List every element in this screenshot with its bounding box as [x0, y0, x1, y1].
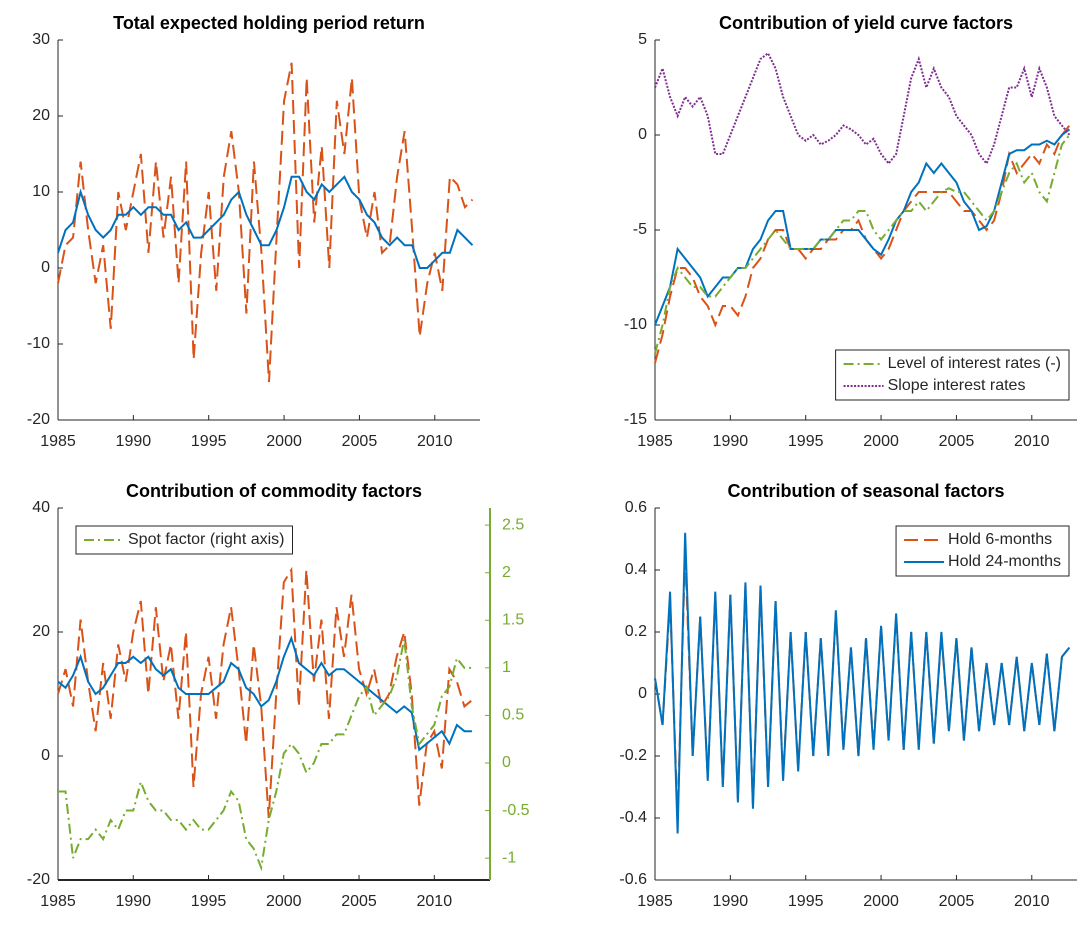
x-tick-label: 1990 [116, 433, 152, 450]
x-tick-label: 2005 [939, 893, 975, 910]
legend: Hold 6-months Hold 24-months [895, 525, 1070, 577]
y-tick-label: -10 [624, 316, 647, 333]
panel: Contribution of commodity factors-200204… [27, 481, 530, 910]
panel: Contribution of seasonal factors -0.6 -0.4… [619, 481, 1077, 910]
y-tick-label: 40 [32, 499, 50, 516]
x-tick-label: 2000 [266, 893, 302, 910]
x-tick-label: 1995 [191, 433, 227, 450]
panel: Contribution of yield curve factors -15 -1… [624, 13, 1077, 450]
legend-label: Level of interest rates (-) [888, 355, 1061, 372]
x-tick-label: 1995 [788, 893, 824, 910]
x-tick-label: 1985 [40, 893, 76, 910]
y-tick-label: -0.4 [619, 809, 647, 826]
y-tick-label: 10 [32, 183, 50, 200]
x-tick-label: 1985 [637, 893, 673, 910]
chart-title: Total expected holding period return [113, 13, 425, 33]
x-tick-label: 2005 [341, 893, 377, 910]
legend-label: Hold 6-months [948, 531, 1052, 548]
legend-label: Hold 24-months [948, 553, 1061, 570]
y-tick-label: -20 [27, 871, 50, 888]
x-tick-label: 1990 [713, 893, 749, 910]
legend-box [895, 525, 1070, 577]
legend: Spot factor (right axis) [75, 525, 293, 555]
x-tick-label: 1985 [637, 433, 673, 450]
y-tick-label: 20 [32, 107, 50, 124]
y2-tick-label: 2 [502, 564, 511, 581]
x-tick-label: 2000 [863, 433, 899, 450]
y-tick-label: 0.4 [625, 561, 647, 578]
y-tick-label: -0.6 [619, 871, 647, 888]
y-tick-label: 0 [638, 685, 647, 702]
legend-label: Slope interest rates [888, 377, 1026, 394]
series-line [654, 532, 1071, 834]
legend-label: Spot factor (right axis) [128, 531, 285, 548]
x-tick-label: 1995 [191, 893, 227, 910]
y-tick-label: -20 [27, 411, 50, 428]
y-tick-label: 30 [32, 31, 50, 48]
y-tick-label: 0.2 [625, 623, 647, 640]
x-tick-label: 1990 [115, 893, 151, 910]
series-line [57, 566, 473, 819]
y-tick-label: -5 [633, 221, 647, 238]
series-line [654, 51, 1071, 166]
x-tick-label: 2010 [1014, 433, 1050, 450]
y-tick-label: 0 [638, 126, 647, 143]
y-tick-label: -0.2 [619, 747, 647, 764]
y-tick-label: 20 [32, 623, 50, 640]
series-line [654, 134, 1071, 354]
panel: Total expected holding period return -20 -… [27, 13, 480, 450]
series-line [57, 62, 474, 383]
x-tick-label: 2005 [939, 433, 975, 450]
series-line [57, 635, 472, 752]
x-tick-label: 2010 [417, 433, 453, 450]
y-tick-label: -10 [27, 335, 50, 352]
legend: Level of interest rates (-) Slope interes… [835, 349, 1070, 401]
chart-title: Contribution of yield curve factors [719, 13, 1013, 33]
y2-tick-label: 0 [502, 754, 511, 771]
chart-title: Contribution of commodity factors [126, 481, 422, 501]
y-tick-label: 0 [41, 259, 50, 276]
y2-tick-label: 1.5 [502, 611, 524, 628]
x-tick-label: 1995 [788, 433, 824, 450]
y2-tick-label: 0.5 [502, 707, 524, 724]
x-tick-label: 2005 [342, 433, 378, 450]
x-tick-label: 1985 [40, 433, 76, 450]
series-line [57, 175, 474, 269]
series-line [58, 639, 472, 872]
y2-tick-label: -0.5 [502, 802, 530, 819]
chart-title: Contribution of seasonal factors [727, 481, 1004, 501]
y-tick-label: 0 [41, 747, 50, 764]
y2-tick-label: 1 [502, 659, 511, 676]
y-tick-label: 5 [638, 31, 647, 48]
legend-box [835, 349, 1070, 401]
y-tick-label: -15 [624, 411, 647, 428]
x-tick-label: 2000 [863, 893, 899, 910]
y2-tick-label: -1 [502, 849, 516, 866]
x-tick-label: 2010 [1014, 893, 1050, 910]
series-line [654, 128, 1071, 326]
y2-tick-label: 2.5 [502, 516, 524, 533]
y-tick-label: 0.6 [625, 499, 647, 516]
x-tick-label: 1990 [713, 433, 749, 450]
x-tick-label: 2010 [417, 893, 453, 910]
x-tick-label: 2000 [266, 433, 302, 450]
